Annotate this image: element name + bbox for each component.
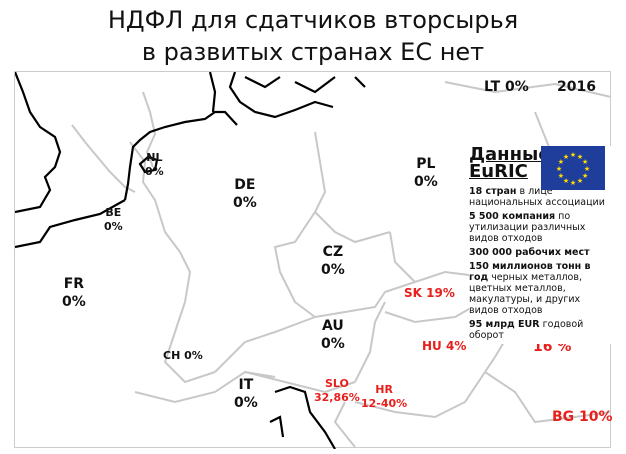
border-cz-pl [389, 231, 416, 283]
border-hr [333, 401, 356, 448]
label-hr: HR 12-40% [361, 383, 408, 410]
label-be: BE 0% [104, 206, 123, 233]
star-icon: ★ [556, 165, 562, 173]
label-nl: NL 0% [145, 151, 164, 178]
border-de-fr [174, 251, 192, 333]
label-slo: SLO 32,86% [314, 377, 360, 404]
title-line-1: НДФЛ для сдатчиков вторсырья [107, 6, 519, 34]
star-icon: ★ [584, 165, 590, 173]
border-be-de [129, 141, 181, 253]
info-item: 150 миллионов тонн в год черных металлов… [469, 261, 591, 316]
border-de-pl [313, 131, 391, 244]
star-icon: ★ [558, 172, 564, 180]
label-lt: LT 0% [484, 79, 529, 95]
border-at-it [244, 371, 356, 394]
border-be-fr [71, 124, 136, 193]
star-icon: ★ [577, 153, 583, 161]
label-au: AU 0% [321, 318, 345, 352]
border-at-hu [354, 301, 386, 383]
map-borders [15, 72, 612, 449]
star-icon: ★ [558, 158, 564, 166]
year-label: 2016 [557, 79, 596, 95]
label-sk: SK 19% [404, 286, 455, 300]
label-fr: FR 0% [62, 276, 86, 310]
title-line-2: в развитых странах ЕС нет [141, 38, 485, 66]
label-pl: PL 0% [414, 156, 438, 190]
coast-dk [208, 72, 334, 119]
border-hu-hr [354, 371, 486, 419]
border-de-at [214, 316, 316, 373]
star-icon: ★ [563, 177, 569, 185]
eu-stars: ★ ★★★★★★★★★★★ [556, 151, 590, 187]
coast-uk [15, 72, 62, 214]
euric-info-box: Данные EuRIC 18 стран в лице национальны… [469, 146, 611, 344]
star-icon: ★ [570, 179, 576, 187]
label-hu: HU 4% [422, 339, 467, 353]
info-item: 18 стран в лице национальных ассоциации [469, 186, 605, 208]
star-icon: ★ [582, 172, 588, 180]
label-bg: BG 10% [552, 409, 613, 425]
border-fr-ch [163, 331, 216, 384]
border-ro-bg [484, 371, 612, 424]
label-de: DE 0% [233, 177, 257, 211]
coast-baltic [244, 76, 366, 94]
star-icon: ★ [563, 153, 569, 161]
label-it: IT 0% [234, 377, 258, 411]
label-ch: CH 0% [163, 349, 203, 362]
coast-istria [269, 415, 285, 438]
label-cz: CZ 0% [321, 244, 345, 278]
coast-channel [15, 199, 126, 249]
info-item: 300 000 рабочих мест [469, 247, 590, 258]
star-icon: ★ [570, 151, 576, 159]
info-item: 95 млрд EUR годовой оборот [469, 319, 584, 341]
border-de-cz [273, 211, 316, 318]
eu-flag-icon: ★ ★ ★ ★ ★ ★ ★ ★ ★ ★ ★ ★ [541, 146, 605, 190]
border-lt [444, 81, 612, 98]
star-icon: ★ [582, 158, 588, 166]
coast-nl [123, 110, 238, 201]
coast-nl-ijssel [138, 155, 159, 174]
info-item: 5 500 компания по утилизации различных в… [469, 211, 586, 244]
border-cz-at [314, 281, 416, 318]
info-heading: Данные EuRIC [469, 144, 551, 182]
europe-map [14, 71, 612, 449]
star-icon: ★ [577, 177, 583, 185]
coast-adriatic [274, 385, 336, 449]
